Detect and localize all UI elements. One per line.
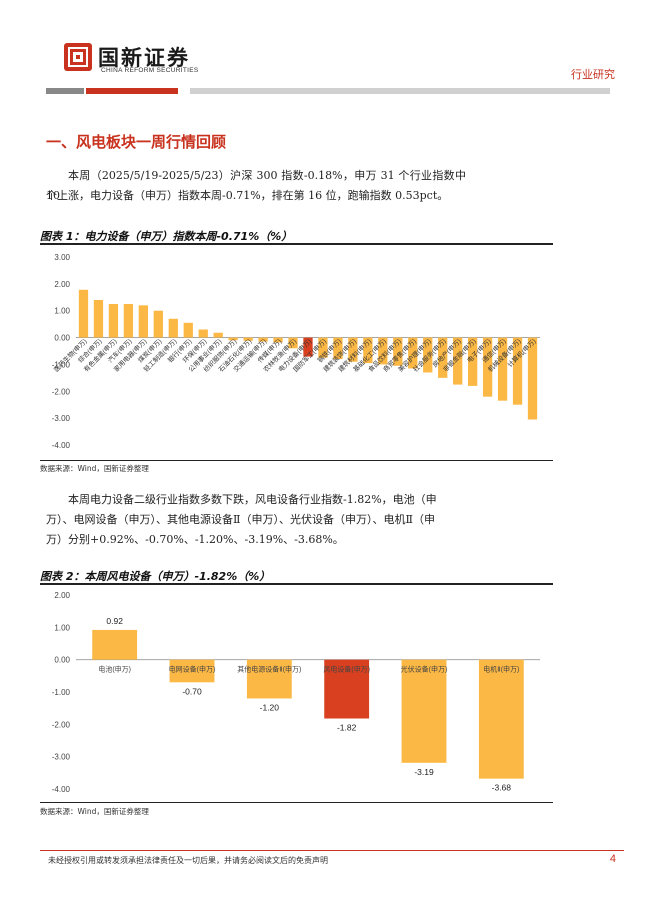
figure-1-top-rule — [40, 243, 553, 245]
data-label: -1.82 — [337, 723, 357, 733]
y-tick-label: -1.00 — [52, 688, 71, 697]
bar — [168, 318, 178, 338]
figure-1-source: 数据来源：Wind，国新证券整理 — [40, 464, 149, 473]
bar — [198, 329, 208, 338]
paragraph-2-line-3: 万）分别+0.92%、-0.70%、-1.20%、-3.19%、-3.68%。 — [46, 533, 344, 546]
bar — [93, 299, 104, 338]
data-label: -3.68 — [492, 783, 512, 793]
footer-rule — [40, 850, 624, 851]
bar — [169, 659, 215, 683]
bar — [228, 337, 238, 341]
figure-1-bottom-rule — [40, 460, 553, 461]
x-tick-label: 电池(申万) — [98, 665, 131, 674]
bar — [393, 337, 403, 366]
bar — [138, 305, 148, 338]
bar — [183, 322, 193, 338]
bar — [153, 310, 163, 338]
y-tick-label: 1.00 — [54, 623, 70, 632]
bar — [408, 337, 418, 369]
bar — [324, 659, 370, 719]
paragraph-1-line-2: 个上涨，电力设备（申万）指数本周-0.71%，排在第 16 位，跑输指数 0.5… — [46, 189, 449, 202]
x-tick-label: 风电设备(申万) — [323, 665, 370, 674]
paragraph-1-line-1: 本周（2025/5/19-2025/5/23）沪深 300 指数-0.18%，申… — [46, 169, 466, 202]
bar — [423, 337, 433, 373]
header-divider-light — [190, 88, 610, 94]
footer-disclaimer: 未经授权引用或转发须承担法律责任及一切后果，并请务必阅读文后的免责声明 — [48, 856, 328, 865]
x-tick-label: 电网设备(申万) — [169, 665, 216, 674]
bar — [482, 337, 493, 397]
brand-name-cn: 国新证券 — [98, 46, 190, 70]
y-tick-label: 0.00 — [54, 334, 70, 343]
page-number: 4 — [609, 853, 616, 865]
bar — [453, 337, 463, 385]
brand-name-en: CHINA REFORM SECURITIES — [101, 67, 199, 74]
bar — [378, 337, 388, 365]
bar — [246, 659, 292, 699]
y-tick-label: 2.00 — [54, 591, 70, 600]
header-divider-red — [86, 88, 178, 94]
data-label: -3.19 — [414, 767, 434, 777]
bar — [527, 337, 538, 420]
bar — [213, 332, 223, 338]
bar — [123, 304, 134, 338]
bar — [78, 289, 89, 338]
paragraph-2-line-2: 万）、电网设备（申万）、其他电源设备Ⅱ（申万）、光伏设备（申万）、电机Ⅱ（申 — [46, 513, 435, 526]
bar — [348, 337, 358, 362]
y-tick-label: 2.00 — [54, 280, 70, 289]
y-tick-label: 3.00 — [54, 253, 70, 262]
bar — [92, 629, 138, 660]
figure-2-top-rule — [40, 583, 553, 585]
chart-1-svg: 3.002.001.000.00-1.00-2.00-3.00-4.00医药生物… — [52, 253, 540, 450]
y-tick-label: -1.00 — [52, 360, 71, 369]
y-tick-label: 1.00 — [54, 307, 70, 316]
bar — [468, 337, 478, 386]
x-tick-label: 其他电源设备Ⅱ(申万) — [237, 665, 301, 674]
bar — [288, 337, 298, 349]
y-tick-label: -3.00 — [52, 753, 71, 762]
bar — [273, 337, 283, 343]
bar — [497, 337, 508, 401]
figure-2-bottom-rule — [40, 802, 553, 803]
y-tick-label: -4.00 — [52, 441, 71, 450]
paragraph-2-line-1: 本周电力设备二级行业指数多数下跌，风电设备行业指数-1.82%，电池（申 — [68, 493, 437, 506]
x-tick-label: 光伏设备(申万) — [401, 665, 448, 674]
chart-2-svg: 2.00 1.00 0.00 -1.00 -2.00 -3.00 -4.00 0.92 -0.7… — [52, 591, 540, 794]
bar — [478, 659, 524, 779]
bar — [258, 337, 268, 342]
y-tick-label: -3.00 — [52, 414, 71, 423]
bar — [108, 304, 119, 338]
y-tick-label: -4.00 — [52, 785, 71, 794]
figure-2-title: 图表 2：本周风电设备（申万）-1.82%（%） — [40, 570, 271, 583]
header-divider-dark — [46, 88, 84, 94]
bar — [363, 337, 373, 364]
brand-logo-icon — [64, 43, 92, 71]
data-label: -1.20 — [260, 702, 280, 712]
bar — [243, 337, 253, 341]
figure-1-title: 图表 1：电力设备（申万）指数本周-0.71%（%） — [40, 230, 293, 243]
bar — [512, 337, 523, 405]
figure-2-source: 数据来源：Wind，国新证券整理 — [40, 807, 149, 816]
bar — [333, 337, 343, 360]
section-title: 一、风电板块一周行情回顾 — [46, 133, 227, 151]
x-tick-label: 电机Ⅱ(申万) — [483, 665, 519, 674]
y-tick-label: 0.00 — [54, 656, 70, 665]
data-label: 0.92 — [106, 616, 123, 626]
bar — [303, 337, 313, 357]
bar — [438, 337, 448, 378]
y-tick-label: -2.00 — [52, 387, 71, 396]
y-tick-label: -2.00 — [52, 720, 71, 729]
bar — [401, 659, 447, 763]
report-type-label: 行业研究 — [571, 68, 615, 81]
data-label: -0.70 — [182, 686, 202, 696]
bar — [318, 337, 328, 358]
